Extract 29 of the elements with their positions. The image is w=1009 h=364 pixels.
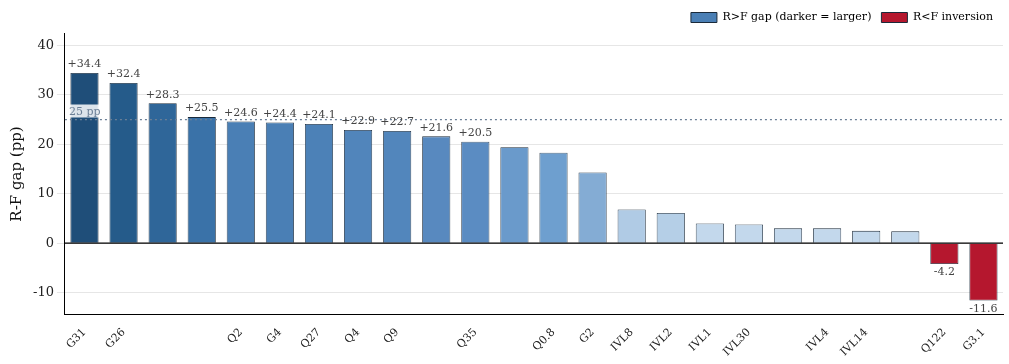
data-label: +25.5 — [184, 101, 219, 115]
data-label: +22.7 — [380, 115, 415, 129]
data-label: +22.9 — [341, 114, 375, 128]
y-tick-label: 40 — [37, 36, 54, 52]
x-tick-label: G2 — [576, 325, 597, 346]
y-axis-title: R-F gap (pp) — [6, 126, 25, 222]
y-tick-label: 10 — [37, 185, 54, 201]
x-tick-label: G4 — [263, 325, 285, 346]
y-tick-label: 30 — [37, 86, 54, 102]
x-tick-label: Q4 — [341, 325, 363, 347]
data-label: +34.4 — [67, 57, 102, 71]
data-label: +24.6 — [223, 105, 258, 119]
data-label: +20.5 — [458, 126, 493, 140]
data-label: -4.2 — [933, 265, 955, 279]
legend-label: R>F gap (darker = larger) — [722, 10, 872, 24]
data-label: +21.6 — [419, 120, 454, 134]
legend-label: R<F inversion — [912, 10, 994, 24]
x-tick-label: G31 — [63, 325, 89, 351]
ref-line-label: 25 pp — [68, 104, 101, 118]
data-label: +24.1 — [302, 108, 336, 122]
data-label: +32.4 — [106, 67, 141, 81]
data-label: +28.3 — [145, 87, 180, 101]
y-tick-label: 0 — [45, 234, 54, 250]
data-label: +24.4 — [263, 106, 297, 120]
x-tick-label: Q9 — [380, 325, 402, 347]
y-tick-label: -10 — [33, 284, 54, 300]
y-tick-label: 20 — [37, 135, 54, 151]
x-tick-label: Q2 — [224, 325, 245, 347]
data-label: -11.6 — [969, 301, 998, 315]
